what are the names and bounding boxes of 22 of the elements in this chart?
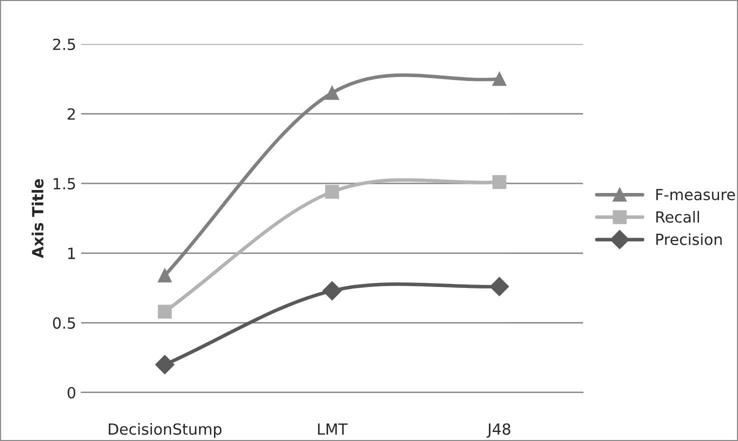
- point: [492, 72, 506, 86]
- x-tick-label: J48: [486, 423, 510, 438]
- point: [490, 277, 509, 296]
- y-axis-title: Axis Title: [32, 179, 44, 258]
- y-tick-label: 1.5: [54, 178, 75, 190]
- y-tick-label: 0.5: [53, 317, 75, 329]
- y-tick-label: 2.5: [53, 38, 75, 50]
- point: [158, 268, 172, 282]
- point: [325, 184, 340, 199]
- legend-label: Recall: [656, 210, 699, 223]
- y-tick-label: 1: [68, 248, 75, 259]
- y-tick-label: 2: [68, 108, 75, 120]
- point: [322, 281, 342, 300]
- point: [158, 304, 172, 319]
- y-tick-label: 0: [68, 386, 76, 399]
- x-tick-label: LMT: [318, 424, 348, 435]
- x-tick-label: DecisionStump: [108, 423, 222, 438]
- point: [155, 355, 174, 374]
- legend-label: Precision: [656, 233, 722, 246]
- legend-label: F-measure: [656, 188, 735, 200]
- point: [325, 86, 340, 100]
- point: [492, 175, 506, 190]
